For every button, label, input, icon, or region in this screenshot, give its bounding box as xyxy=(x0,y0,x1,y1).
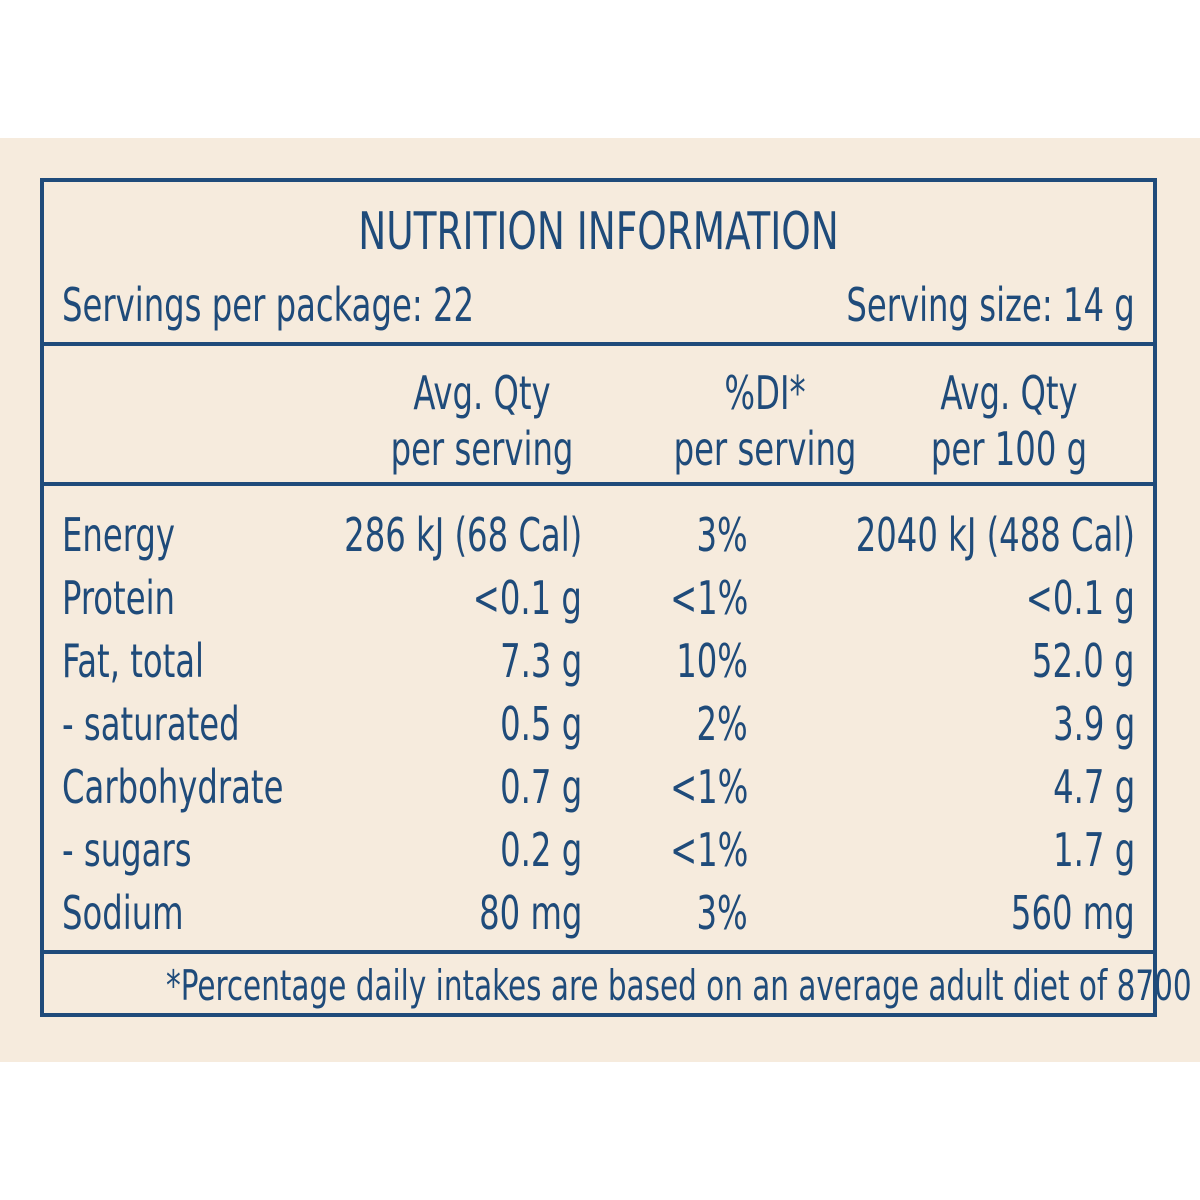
di-value: <1% xyxy=(669,823,748,877)
label-panel: NUTRITION INFORMATION Servings per packa… xyxy=(0,138,1200,1062)
per-serving-value: 0.5 g xyxy=(499,697,582,751)
per-100g-value: 3.9 g xyxy=(1052,697,1135,751)
per-100g-value: <0.1 g xyxy=(1025,571,1135,625)
per-serving-value: <0.1 g xyxy=(472,571,582,625)
nutrient-name: - saturated xyxy=(62,697,240,751)
di-value: 2% xyxy=(696,697,748,751)
per-100g-value: 560 mg xyxy=(1011,886,1135,940)
di-value: 10% xyxy=(676,634,748,688)
nutrition-panel-frame: NUTRITION INFORMATION Servings per packa… xyxy=(40,178,1200,1017)
nutrient-name: Energy xyxy=(62,508,175,562)
per-100g-value: 2040 kJ (488 Cal) xyxy=(855,508,1135,562)
nutrient-name: Carbohydrate xyxy=(62,760,284,814)
nutrient-name: Fat, total xyxy=(62,634,204,688)
panel-title: NUTRITION INFORMATION xyxy=(358,202,839,262)
col-header-di-line2: per serving xyxy=(673,422,857,476)
per-100g-value: 4.7 g xyxy=(1052,760,1135,814)
per-serving-value: 80 mg xyxy=(478,886,582,940)
header-divider xyxy=(44,342,1153,346)
col-header-per-serving-line1: Avg. Qty xyxy=(413,366,551,420)
table-divider xyxy=(44,482,1153,486)
serving-size: Serving size: 14 g xyxy=(846,278,1135,332)
di-value: 3% xyxy=(696,508,748,562)
per-serving-value: 0.2 g xyxy=(499,823,582,877)
servings-per-package: Servings per package: 22 xyxy=(62,278,475,332)
col-header-di-line1: %DI* xyxy=(724,366,806,420)
footnote-divider xyxy=(44,950,1153,954)
per-serving-value: 7.3 g xyxy=(499,634,582,688)
nutrient-name: Sodium xyxy=(62,886,184,940)
col-header-per-100g-line1: Avg. Qty xyxy=(940,366,1078,420)
col-header-per-serving-line2: per serving xyxy=(390,422,574,476)
per-100g-value: 1.7 g xyxy=(1052,823,1135,877)
di-value: 3% xyxy=(696,886,748,940)
nutrient-name: - sugars xyxy=(62,823,192,877)
per-serving-value: 0.7 g xyxy=(499,760,582,814)
per-serving-value: 286 kJ (68 Cal) xyxy=(343,508,582,562)
di-value: <1% xyxy=(669,760,748,814)
nutrient-name: Protein xyxy=(62,571,176,625)
di-value: <1% xyxy=(669,571,748,625)
per-100g-value: 52.0 g xyxy=(1032,634,1135,688)
footnote: *Percentage daily intakes are based on a… xyxy=(165,961,1200,1010)
col-header-per-100g-line2: per 100 g xyxy=(930,422,1088,476)
